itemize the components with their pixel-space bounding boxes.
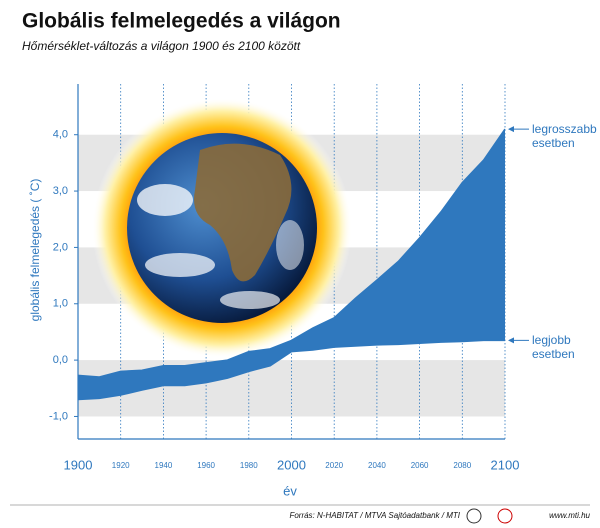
chart-subtitle: Hőmérséklet-változás a világon 1900 és 2… xyxy=(22,39,301,53)
cloud xyxy=(137,184,193,216)
logo xyxy=(466,508,482,524)
series-label: legjobb esetben xyxy=(532,333,575,362)
y-tick-label: 2,0 xyxy=(53,241,68,253)
x-tick-label: 2040 xyxy=(368,461,386,470)
x-tick-label: 1980 xyxy=(240,461,258,470)
y-axis-label: globális felmelegedés ( ˚C) xyxy=(28,179,42,322)
annotation-arrowhead xyxy=(508,337,514,344)
x-tick-label: 1920 xyxy=(112,461,130,470)
x-tick-label: 2080 xyxy=(453,461,471,470)
x-tick-label: 2060 xyxy=(411,461,429,470)
cloud xyxy=(220,291,280,309)
x-tick-label: 1900 xyxy=(64,457,93,472)
chart-title: Globális felmelegedés a világon xyxy=(22,10,341,33)
source: Forrás: N-HABITAT / MTVA Sajtóadatbank /… xyxy=(289,511,460,520)
y-tick-label: 4,0 xyxy=(53,129,68,141)
annotation-arrowhead xyxy=(508,126,514,133)
foreground-layer: 1900 1920 1940 1960 1980 2000 2020 2040 2060 2080… xyxy=(49,84,529,472)
cloud xyxy=(145,253,215,277)
globe xyxy=(92,98,352,358)
cloud xyxy=(276,220,304,270)
y-tick-label: 1,0 xyxy=(53,298,68,310)
x-axis-label: év xyxy=(283,483,297,498)
x-tick-label: 2020 xyxy=(325,461,343,470)
band xyxy=(78,129,505,400)
logo xyxy=(497,508,513,524)
x-tick-label: 2100 xyxy=(491,457,520,472)
y-tick-label: 3,0 xyxy=(53,185,68,197)
band-edge xyxy=(77,339,505,401)
continent xyxy=(194,143,292,282)
series-label: legrosszabb esetben xyxy=(532,122,597,151)
band-edge xyxy=(77,128,506,378)
y-tick-label: 0,0 xyxy=(53,354,68,366)
y-tick-label: -1,0 xyxy=(49,410,68,422)
x-tick-label: 1960 xyxy=(197,461,215,470)
website: www.mti.hu xyxy=(549,511,590,520)
x-tick-label: 1940 xyxy=(155,461,173,470)
x-tick-label: 2000 xyxy=(277,457,306,472)
